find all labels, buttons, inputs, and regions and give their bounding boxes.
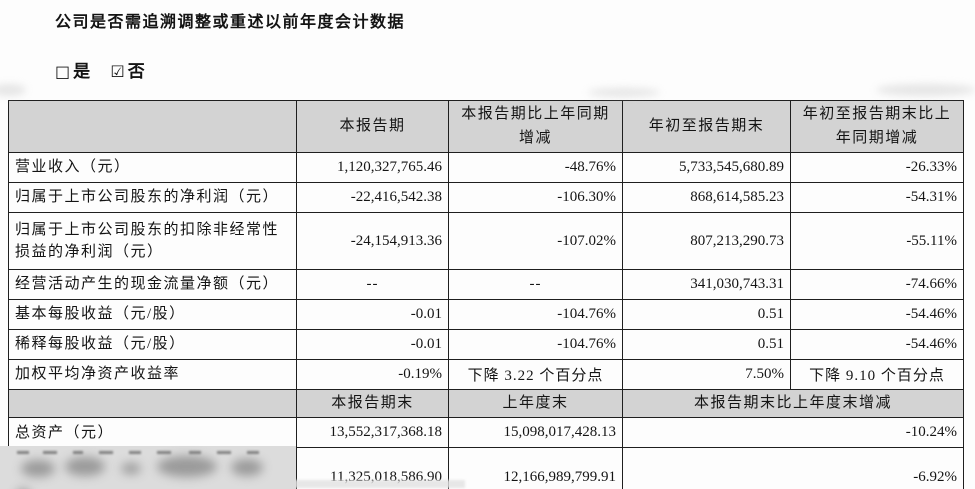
row-value: 0.51 xyxy=(622,329,791,360)
row-value: -104.76% xyxy=(448,329,623,360)
scan-artifact xyxy=(876,84,975,96)
table-row: 归属于上市公司股东的净利润（元） -22,416,542.38 -106.30%… xyxy=(8,182,964,213)
row-label: 稀释每股收益（元/股） xyxy=(8,329,297,360)
row-value: 868,614,585.23 xyxy=(622,182,791,213)
row-label: 营业收入（元） xyxy=(8,152,297,183)
checkbox-unchecked-icon: □ xyxy=(55,62,72,81)
row-value: -54.46% xyxy=(790,299,964,330)
row-label: 经营活动产生的现金流量净额（元） xyxy=(8,269,297,300)
row-value: 5,733,545,680.89 xyxy=(622,152,791,183)
row-value: -74.66% xyxy=(790,269,964,300)
row-label: 归属于上市公司股东的扣除非经常性损益的净利润（元） xyxy=(8,212,297,270)
table-row-obscured: 11,325,018,586.90 12,166,989,799.91 -6.9… xyxy=(0,446,964,489)
row-value: 807,213,290.73 xyxy=(622,212,791,270)
table-header-row-2: 本报告期末 上年度末 本报告期末比上年度末增减 xyxy=(8,388,964,419)
table-row: 基本每股收益（元/股） -0.01 -104.76% 0.51 -54.46% xyxy=(8,299,964,330)
row-value: -54.46% xyxy=(790,329,964,360)
checkbox-checked-icon: ☑ xyxy=(110,62,126,81)
row-label: 基本每股收益（元/股） xyxy=(8,299,297,330)
row-value: -- xyxy=(448,269,623,300)
row-value: -106.30% xyxy=(448,182,623,213)
row-value: -107.02% xyxy=(448,212,623,270)
row-value: 7.50% xyxy=(622,359,791,390)
checkbox-yes-label: 是 xyxy=(73,62,92,81)
table-row: 加权平均净资产收益率 -0.19% 下降 3.22 个百分点 7.50% 下降 … xyxy=(8,359,964,390)
checkbox-no: ☑ 否 xyxy=(110,62,145,81)
row-value: 15,098,017,428.13 xyxy=(448,417,623,449)
header-current-period: 本报告期 xyxy=(296,100,449,153)
row-value: 11,325,018,586.90 xyxy=(296,447,449,489)
row-value: -0.01 xyxy=(296,329,449,360)
table-row: 归属于上市公司股东的扣除非经常性损益的净利润（元） -24,154,913.36… xyxy=(8,212,964,270)
table-row: 总资产（元） 13,552,317,368.18 15,098,017,428.… xyxy=(8,417,964,449)
row-label: 加权平均净资产收益率 xyxy=(8,359,297,390)
row-value: 1,120,327,765.46 xyxy=(296,152,449,183)
header-prior-year-end: 上年度末 xyxy=(448,388,623,419)
checkbox-no-label: 否 xyxy=(127,62,146,81)
row-value: 0.51 xyxy=(622,299,791,330)
header-year-to-date-yoy-change: 年初至报告期末比上年同期增减 xyxy=(790,100,964,153)
row-value: -22,416,542.38 xyxy=(296,182,449,213)
row-value: 341,030,743.31 xyxy=(622,269,791,300)
row-value: -26.33% xyxy=(790,152,964,183)
row-value: -- xyxy=(296,269,449,300)
yes-no-checkboxes: □ 是 ☑ 否 xyxy=(55,57,160,82)
financial-summary-table: 本报告期 本报告期比上年同期增减 年初至报告期末 年初至报告期末比上年同期增减 … xyxy=(0,100,964,489)
row-value: -10.24% xyxy=(622,417,964,449)
row-value: -48.76% xyxy=(448,152,623,183)
header-current-period-yoy-change: 本报告期比上年同期增减 xyxy=(448,100,623,153)
table-header-row-1: 本报告期 本报告期比上年同期增减 年初至报告期末 年初至报告期末比上年同期增减 xyxy=(8,100,964,153)
obscured-row-label xyxy=(0,446,297,489)
row-value: -0.19% xyxy=(296,359,449,390)
header-empty-cell xyxy=(8,388,297,419)
header-period-end: 本报告期末 xyxy=(296,388,449,419)
row-value: 12,166,989,799.91 xyxy=(448,447,623,489)
table-row: 经营活动产生的现金流量净额（元） -- -- 341,030,743.31 -7… xyxy=(8,269,964,300)
smudge-overlay xyxy=(0,446,296,489)
row-value: 下降 3.22 个百分点 xyxy=(448,359,623,390)
checkbox-yes: □ 是 xyxy=(55,62,91,81)
row-value: -104.76% xyxy=(448,299,623,330)
row-value: -55.11% xyxy=(790,212,964,270)
header-period-end-change: 本报告期末比上年度末增减 xyxy=(622,388,964,419)
row-label: 归属于上市公司股东的净利润（元） xyxy=(8,182,297,213)
scan-artifact xyxy=(0,84,26,96)
row-value: -6.92% xyxy=(622,447,964,489)
row-value: -54.31% xyxy=(790,182,964,213)
header-empty-cell xyxy=(8,100,297,153)
table-row: 稀释每股收益（元/股） -0.01 -104.76% 0.51 -54.46% xyxy=(8,329,964,360)
scan-artifact xyxy=(588,88,660,97)
row-value: -0.01 xyxy=(296,299,449,330)
row-value: 13,552,317,368.18 xyxy=(296,417,449,449)
table-row: 营业收入（元） 1,120,327,765.46 -48.76% 5,733,5… xyxy=(8,152,964,183)
header-year-to-date: 年初至报告期末 xyxy=(622,100,791,153)
row-label: 总资产（元） xyxy=(8,417,297,449)
row-value: 下降 9.10 个百分点 xyxy=(790,359,964,390)
row-value: -24,154,913.36 xyxy=(296,212,449,270)
page-title: 公司是否需追溯调整或重述以前年度会计数据 xyxy=(55,14,406,31)
